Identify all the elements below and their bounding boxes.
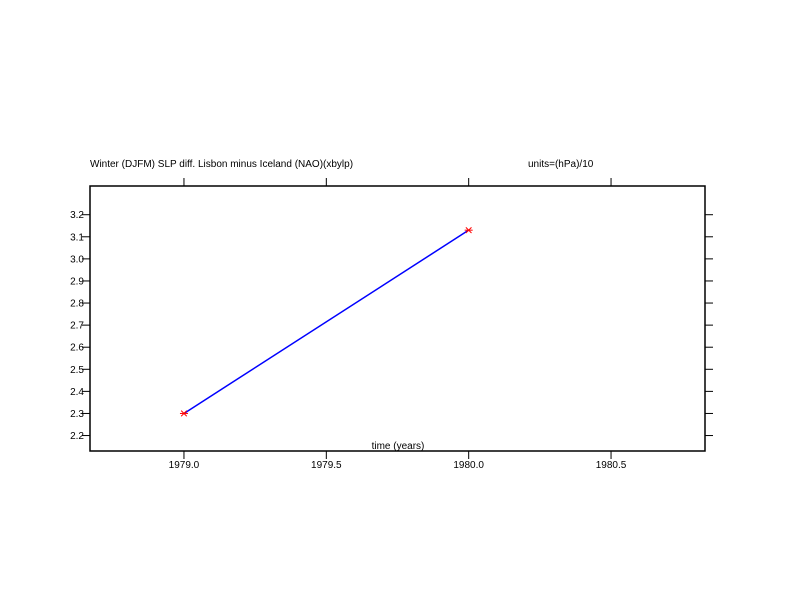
x-tick-label-1: 1979.5 [311,460,342,471]
y-tick-label-5: 2.7 [70,321,84,332]
x-tick-label-2: 1980.0 [453,460,484,471]
y-tick-label-9: 3.1 [70,232,84,243]
data-point-0-0 [179,410,188,417]
data-point-0-1 [464,227,473,234]
y-tick-label-8: 3.0 [70,254,84,265]
y-tick-label-10: 3.2 [70,210,84,221]
axes: 1979.0 1979.5 1980.0 1980.5 2.2 2.3 2.4 2.5 2.6 2… [70,178,713,471]
x-tick-label-0: 1979.0 [169,460,200,471]
y-tick-label-6: 2.8 [70,299,84,310]
units-label: units=(hPa)/10 [528,159,594,170]
data-series [179,227,473,417]
chart-title: Winter (DJFM) SLP diff. Lisbon minus Ice… [90,159,353,170]
y-tick-label-0: 2.2 [70,431,84,442]
y-tick-label-1: 2.3 [70,409,84,420]
series-line-0 [183,229,470,415]
x-tick-label-3: 1980.5 [596,460,627,471]
x-axis-label: time (years) [372,441,425,452]
plot-frame [89,185,706,452]
y-tick-label-7: 2.9 [70,276,84,287]
y-tick-label-2: 2.4 [70,387,84,398]
y-tick-label-3: 2.5 [70,365,84,376]
y-tick-label-4: 2.6 [70,343,84,354]
